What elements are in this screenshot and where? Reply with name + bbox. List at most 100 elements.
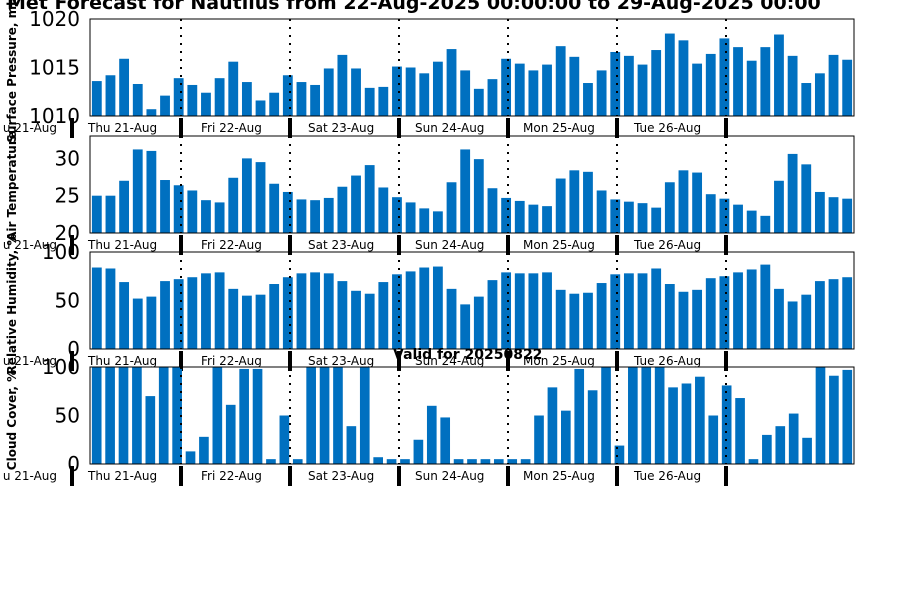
bar [160, 281, 170, 349]
y-tick-label: 20 [55, 221, 80, 245]
bar [651, 50, 662, 116]
bar [733, 204, 743, 233]
bar [279, 415, 290, 464]
bar [746, 210, 757, 233]
bar [487, 79, 498, 116]
bar [392, 274, 402, 349]
bar [654, 367, 665, 464]
bar [173, 78, 184, 116]
bar [542, 272, 552, 349]
bar [829, 375, 839, 464]
y-tick-label: 1010 [29, 104, 80, 128]
bar [364, 165, 375, 233]
bar [664, 284, 675, 349]
bar [405, 271, 416, 349]
bar [542, 206, 552, 233]
chart-panels: 1010 1015 1020 Surface Pressure, mb Thu 21-A… [3, 0, 855, 486]
panel-3: 0 50 100 Relative Humidity, % Thu 21-Aug Fri … [3, 234, 855, 374]
bar [601, 367, 611, 464]
bar [296, 199, 307, 233]
panel-2: 20 25 30 Air Temperature Thu 21-Aug Fri 22-Au… [3, 131, 855, 255]
bar [842, 59, 853, 116]
x-tick-label: Fri 22-Aug [201, 469, 262, 483]
bar [132, 149, 143, 233]
bar [460, 304, 471, 349]
bar [748, 459, 759, 464]
bar [432, 211, 443, 233]
x-tick-label: Tue 26-Aug [633, 354, 701, 368]
bar [664, 182, 675, 233]
bar [119, 58, 130, 116]
x-tick-label: Sun 24-Aug [415, 121, 484, 135]
bar [91, 81, 102, 116]
bar [746, 60, 757, 116]
bar [842, 198, 853, 233]
bar [775, 426, 786, 464]
bar [405, 67, 416, 116]
bar [788, 413, 799, 464]
plot-frame [89, 135, 855, 234]
bar [132, 83, 143, 116]
bar [419, 267, 430, 349]
bar [432, 61, 443, 116]
bar [201, 92, 211, 116]
bar [146, 296, 157, 349]
bar [239, 368, 249, 464]
bar [201, 273, 211, 349]
bar [668, 387, 678, 464]
x-tick-label: Mon 25-Aug [523, 238, 595, 252]
bar [419, 208, 430, 233]
bar [561, 410, 571, 464]
bar [814, 73, 825, 116]
bar [507, 459, 518, 464]
x-tick-label: Mon 25-Aug [523, 469, 595, 483]
bar [269, 92, 280, 116]
y-tick-label: 0 [67, 452, 80, 476]
bar [266, 459, 276, 464]
bar [802, 437, 812, 464]
bar [487, 188, 498, 233]
x-tick-label: Sun 24-Aug [415, 238, 484, 252]
y-tick-label: 30 [55, 146, 80, 170]
bar [760, 215, 771, 233]
bar [228, 177, 239, 233]
bar [91, 367, 102, 464]
bar [269, 284, 280, 349]
y-axis-label: Surface Pressure, mb [5, 0, 19, 143]
bar [801, 83, 812, 116]
bar [118, 367, 129, 464]
y-tick-label: 0 [67, 337, 80, 361]
bar [296, 273, 307, 349]
bar [214, 78, 225, 116]
bar [480, 459, 491, 464]
bar [392, 66, 402, 116]
bar [255, 100, 266, 116]
bar [801, 164, 812, 233]
bar [493, 459, 504, 464]
bar [610, 199, 621, 233]
bar [842, 369, 853, 464]
bar [187, 190, 198, 233]
x-tick-label-cut: u 21-Aug [3, 238, 57, 252]
x-tick-label: Sat 23-Aug [308, 354, 374, 368]
bar [413, 439, 424, 464]
bar [787, 301, 798, 349]
y-tick-label: 1015 [29, 56, 80, 80]
y-tick-label: 100 [42, 240, 80, 264]
bar [695, 376, 705, 464]
x-tick-label-cut: u 21-Aug [3, 469, 57, 483]
x-tick-label: Sun 24-Aug [415, 469, 484, 483]
panel-1: 1010 1015 1020 Surface Pressure, mb Thu 21-A… [3, 0, 855, 143]
bar [405, 202, 416, 233]
bar [520, 459, 531, 464]
panel-4: 0 50 100 Cloud Cover, % Thu 21-Aug Fri 22-Aug… [3, 355, 855, 486]
bar [214, 272, 225, 349]
y-axis-label: Cloud Cover, % [5, 370, 19, 470]
bar [228, 61, 239, 116]
bar [473, 296, 484, 349]
bar [446, 288, 457, 349]
bar [828, 279, 839, 349]
bar [392, 197, 402, 233]
bar [555, 289, 566, 349]
